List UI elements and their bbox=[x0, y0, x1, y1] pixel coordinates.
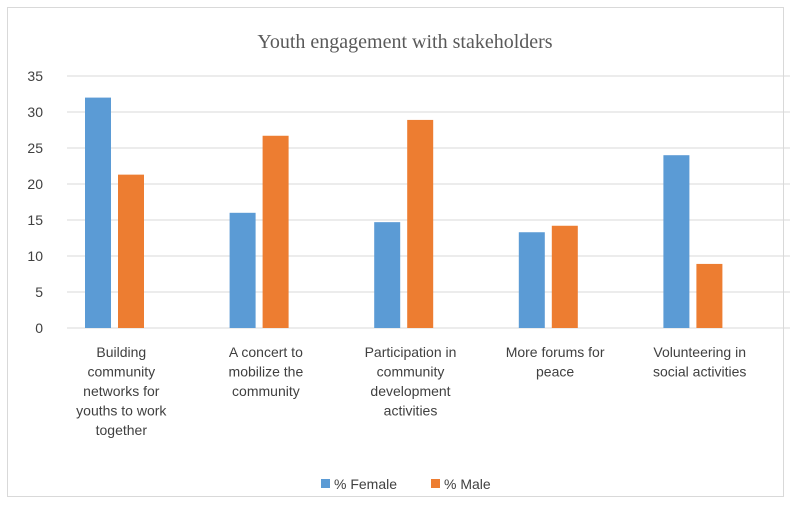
y-tick-label: 35 bbox=[27, 68, 43, 84]
x-category-label-line: development bbox=[370, 383, 450, 399]
y-tick-label: 25 bbox=[27, 140, 43, 156]
y-tick-label: 5 bbox=[35, 284, 43, 300]
bar bbox=[551, 225, 578, 328]
bar bbox=[696, 263, 723, 328]
y-tick-label: 15 bbox=[27, 212, 43, 228]
legend-swatch bbox=[321, 479, 330, 488]
y-tick-label: 30 bbox=[27, 104, 43, 120]
x-category-label-line: mobilize the bbox=[229, 364, 304, 380]
bar bbox=[663, 155, 690, 328]
x-category-label-line: together bbox=[96, 422, 148, 438]
x-category-label-line: networks for bbox=[83, 383, 160, 399]
bar bbox=[229, 212, 256, 328]
x-category-label: Volunteering in social activities bbox=[653, 344, 746, 380]
chart-title: Youth engagement with stakeholders bbox=[257, 31, 552, 53]
bars bbox=[85, 97, 723, 328]
bar bbox=[518, 232, 545, 328]
x-category-label-line: A concert to bbox=[229, 344, 303, 360]
x-category-label: Building community networks for youths to w… bbox=[76, 344, 167, 438]
bar bbox=[118, 174, 144, 328]
x-axis-categories: Building community networks for youths to w… bbox=[76, 344, 746, 438]
y-tick-label: 20 bbox=[27, 176, 43, 192]
x-category-label-line: community bbox=[377, 364, 445, 380]
legend-label: % Male bbox=[444, 476, 491, 492]
x-category-label: Participation in community development acti… bbox=[365, 344, 457, 419]
x-category-label-line: social activities bbox=[653, 364, 746, 380]
legend-label: % Female bbox=[334, 476, 397, 492]
x-category-label: A concert to mobilize the community bbox=[229, 344, 304, 399]
y-tick-label: 10 bbox=[27, 248, 43, 264]
bar bbox=[85, 97, 111, 328]
bar bbox=[407, 119, 434, 328]
y-tick-label: 0 bbox=[35, 320, 43, 336]
x-category-label: More forums for peace bbox=[506, 344, 605, 380]
x-category-label-line: activities bbox=[384, 403, 438, 419]
bar bbox=[374, 222, 401, 328]
x-category-label-line: community bbox=[232, 383, 300, 399]
x-category-label-line: peace bbox=[536, 364, 574, 380]
x-category-label-line: More forums for bbox=[506, 344, 605, 360]
x-category-label-line: Participation in bbox=[365, 344, 457, 360]
x-category-label-line: Building bbox=[96, 344, 146, 360]
x-category-label-line: youths to work bbox=[76, 403, 167, 419]
y-axis-ticks: 0 5 10 15 20 25 30 35 bbox=[27, 68, 43, 336]
x-category-label-line: Volunteering in bbox=[653, 344, 746, 360]
legend-swatch bbox=[431, 479, 440, 488]
bar bbox=[262, 135, 289, 328]
x-category-label-line: community bbox=[87, 364, 155, 380]
legend: % Female % Male bbox=[321, 476, 491, 492]
